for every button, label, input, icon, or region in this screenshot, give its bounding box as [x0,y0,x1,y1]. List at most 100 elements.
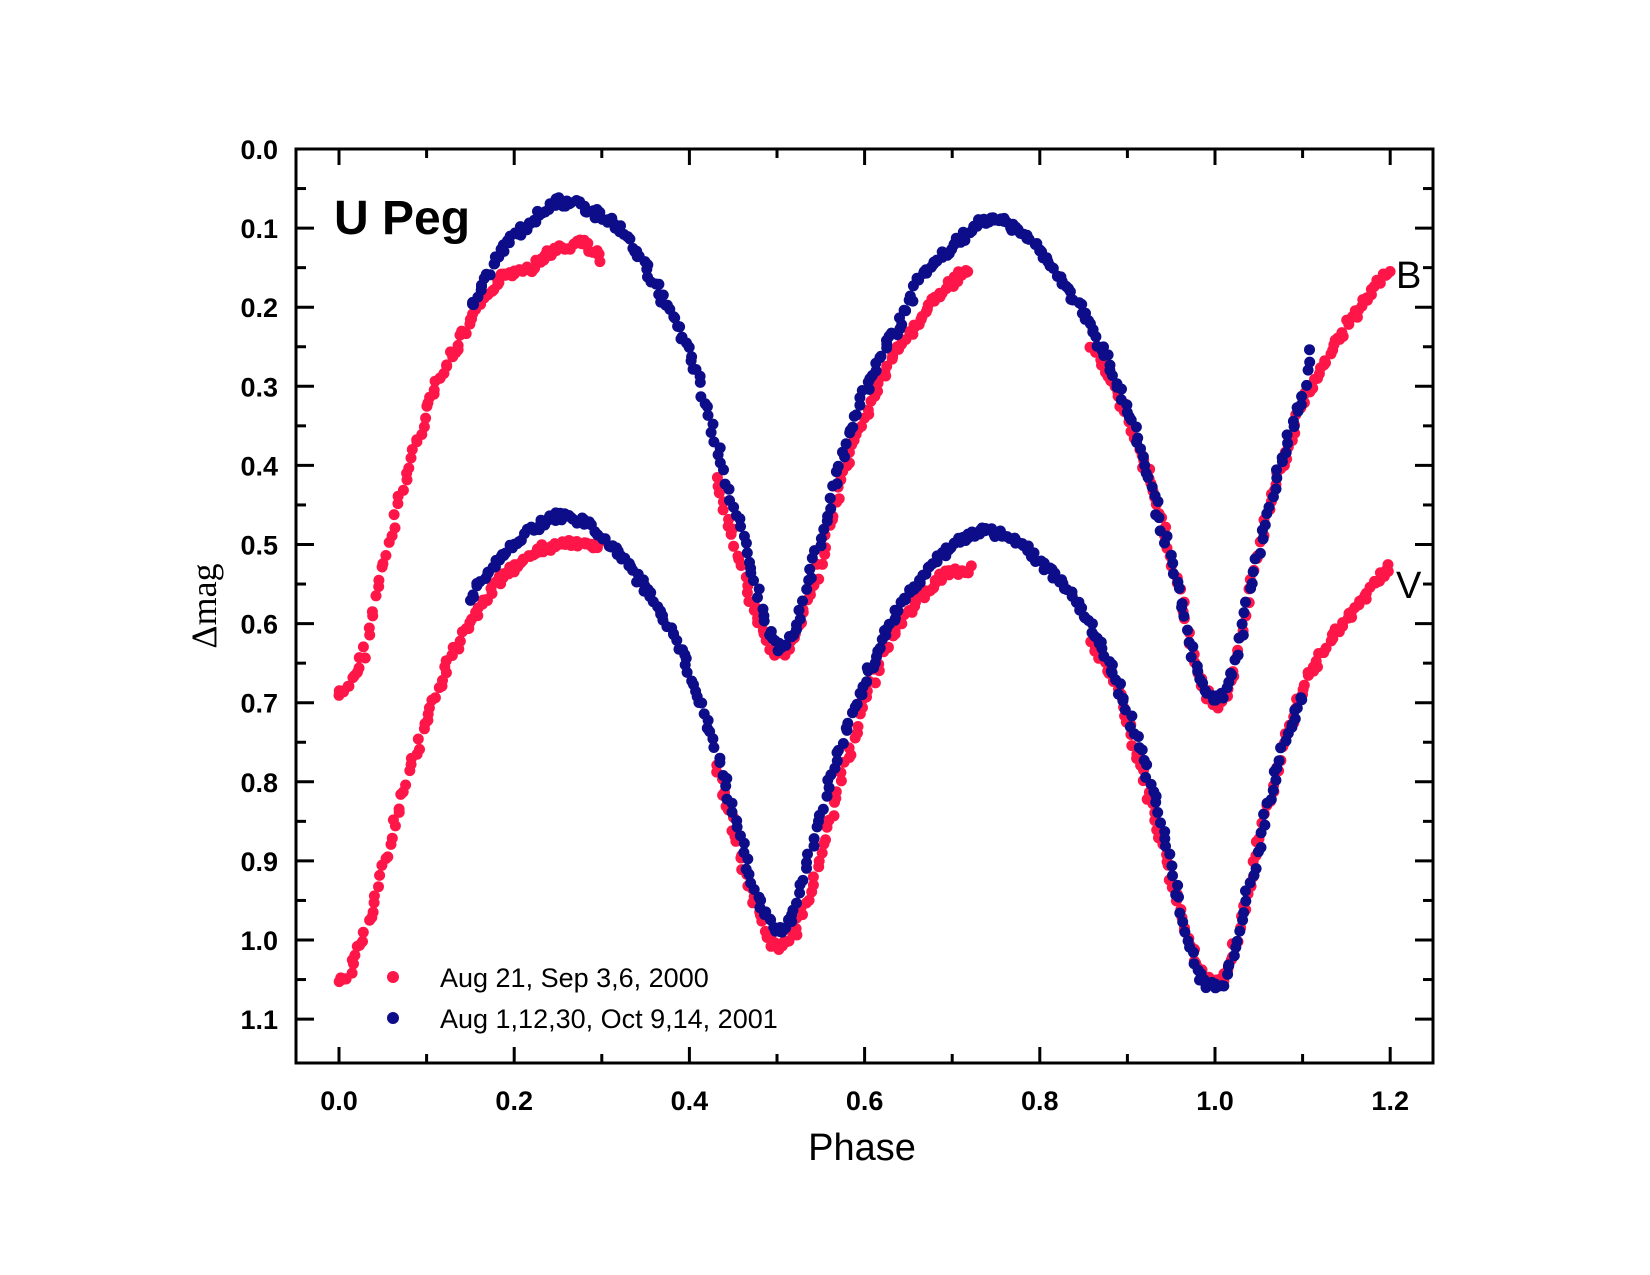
data-point [852,721,864,732]
data-point [367,906,379,918]
data-point [1304,356,1316,368]
data-point [1076,298,1088,310]
y-tick-label: 0.5 [240,531,278,561]
data-point [1237,629,1249,641]
x-axis-title: Phase [808,1127,916,1169]
data-point [1137,451,1149,463]
x-tick-label: 0.0 [320,1086,358,1116]
legend-marker-2001 [387,1012,399,1024]
data-point [1167,568,1179,580]
data-point [1246,578,1258,589]
data-point [454,635,466,647]
data-point [1240,895,1252,907]
data-point [725,528,737,540]
data-point [1178,610,1190,622]
data-point [817,803,829,815]
data-point [418,421,430,433]
x-tick-label: 0.6 [846,1086,884,1116]
data-point [441,359,453,371]
data-point [1222,968,1234,980]
data-point [420,412,432,424]
data-point [962,266,974,278]
data-point [828,810,840,822]
series-v-2000 [333,535,1394,989]
data-point [452,339,464,351]
data-point [1159,537,1170,549]
data-point [847,421,859,433]
data-point [1086,618,1098,630]
data-point [741,547,753,559]
data-point [594,256,606,268]
data-point [804,563,816,575]
data-point [805,572,817,584]
data-point [728,540,740,552]
data-point [872,385,883,397]
data-point [346,967,358,979]
data-point [696,697,708,709]
y-tick-label: 1.0 [240,926,278,956]
data-point [708,742,720,753]
data-point [856,420,867,432]
data-point [742,853,754,865]
data-point [738,837,750,849]
data-point [731,821,743,833]
data-point [832,460,844,472]
data-point [1382,559,1394,571]
data-point [1258,808,1270,820]
data-point [382,851,394,863]
data-point [1028,547,1040,559]
data-point [1182,624,1193,636]
data-point [758,615,770,627]
x-tick-label: 1.2 [1371,1086,1409,1116]
y-tick-label: 0.4 [240,451,278,481]
x-tick-label: 0.2 [495,1086,533,1116]
data-point [1236,618,1248,630]
data-point [831,755,843,767]
data-point [1295,399,1307,411]
data-point [793,604,805,616]
data-point [582,237,594,249]
data-point [726,806,738,818]
data-point [818,523,830,535]
data-point [363,622,375,634]
data-point [1187,641,1199,653]
data-point [797,595,808,607]
data-point [735,521,746,532]
plot-frame [294,147,1435,1065]
data-point [359,652,371,664]
data-point [882,641,894,653]
y-tick-labels: 0.0 0.1 0.2 0.3 0.4 0.5 0.6 0.7 0.8 0.9 1.0 1.1 [240,135,278,1035]
data-point [1102,349,1114,361]
data-point [717,504,729,516]
data-point [1232,649,1244,661]
data-point [389,522,401,534]
data-point [373,881,384,893]
data-point [850,409,862,421]
data-point [1238,907,1250,919]
data-point [1167,870,1178,882]
data-point [1238,607,1250,619]
data-point [1117,695,1129,707]
data-point [1176,601,1188,613]
data-point [1296,390,1308,402]
data-point [1271,472,1283,484]
data-point [728,501,740,513]
data-point [357,641,369,653]
data-point [723,483,735,495]
data-point [467,589,479,601]
data-point [349,949,361,961]
data-point [1228,950,1240,962]
data-point [791,897,802,909]
data-point [414,743,425,755]
data-point [484,269,496,281]
band-label-v: V [1396,565,1422,607]
data-point [1146,481,1158,493]
data-point [1287,415,1299,427]
data-point [370,590,382,602]
data-point [1132,731,1144,742]
data-point [833,493,845,505]
axis-ticks [296,147,1433,1063]
data-point [1291,702,1303,714]
data-point [1152,496,1164,507]
data-point [1231,935,1243,947]
